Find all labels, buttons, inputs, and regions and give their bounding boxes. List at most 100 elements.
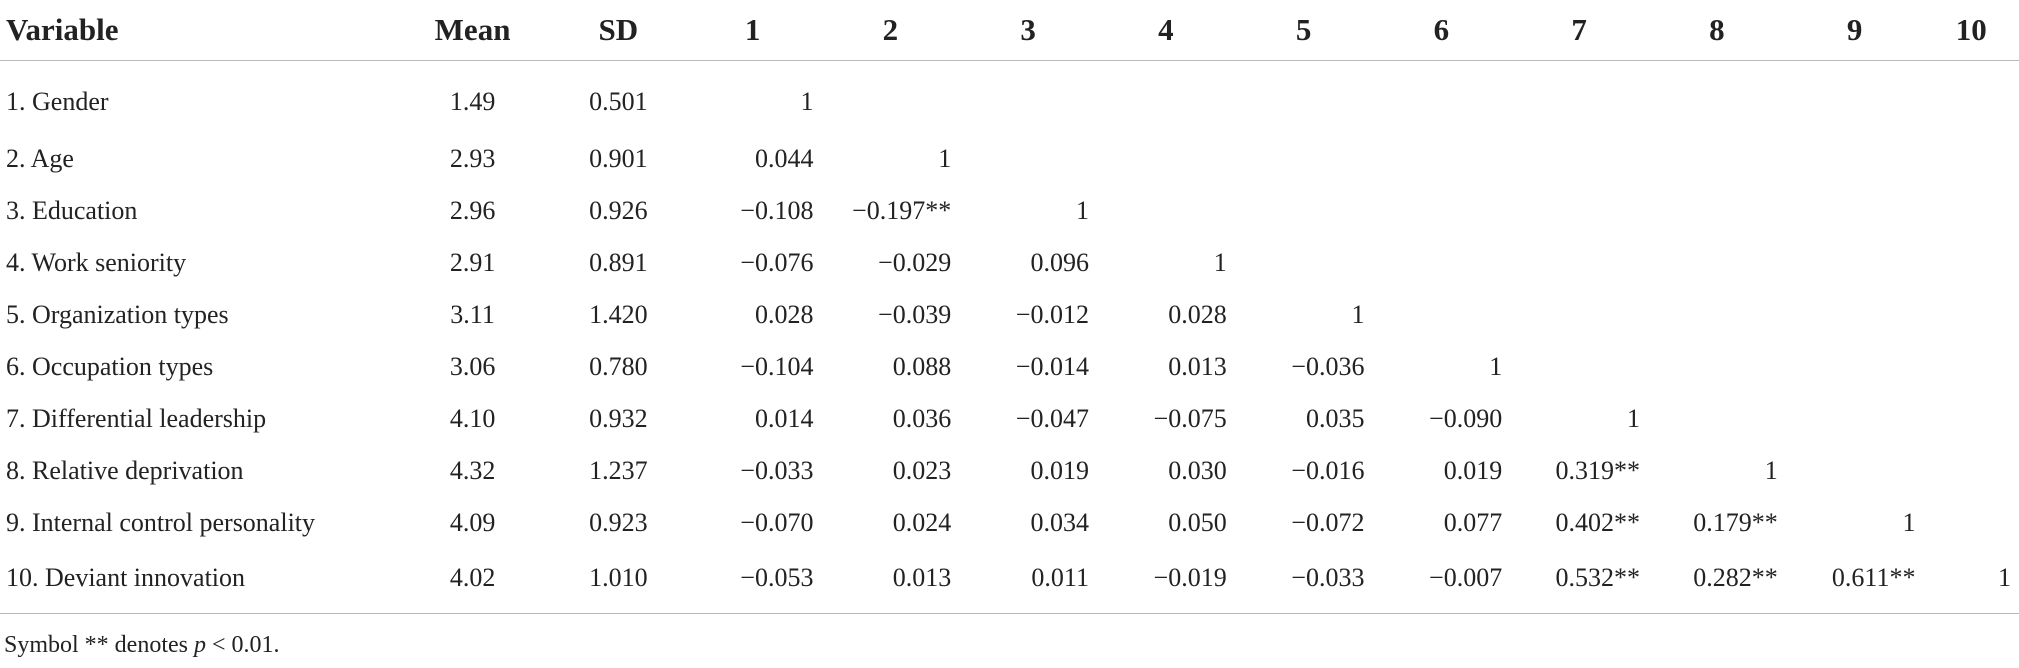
correlation-cell (1235, 185, 1373, 237)
correlation-cell (1786, 445, 1924, 497)
correlation-cell: 0.282** (1647, 549, 1786, 614)
table-footnote: Symbol ** denotes p < 0.01. (4, 632, 280, 659)
variable-name-cell: 10. Deviant innovation (0, 549, 393, 614)
correlation-cell: −0.039 (878, 300, 952, 329)
variable-name-cell: 8. Relative deprivation (6, 456, 244, 485)
correlation-cell: −0.053 (683, 549, 822, 614)
correlation-cell: −0.075 (1153, 404, 1227, 433)
mean-cell: 2.91 (449, 248, 496, 277)
correlation-cell (959, 133, 1097, 185)
correlation-cell (1510, 133, 1648, 185)
correlation-cell: 0.034 (1030, 508, 1089, 537)
sd-cell: 0.923 (589, 508, 648, 537)
correlation-cell: 0.088 (892, 352, 952, 381)
correlation-cell (1235, 237, 1373, 289)
correlation-cell (1923, 341, 2019, 393)
mean-cell: 1.49 (449, 87, 496, 116)
correlation-cell (1510, 341, 1648, 393)
column-header: 2 (821, 0, 960, 61)
variable-name-cell: 5. Organization types (6, 300, 229, 329)
sd-cell: 0.932 (589, 404, 648, 433)
correlation-cell: 0.035 (1305, 404, 1365, 433)
correlation-cell (1786, 341, 1924, 393)
correlation-cell: 1 (1351, 300, 1365, 329)
correlation-cell: 0.611** (1785, 549, 1924, 614)
mean-cell: 4.09 (449, 508, 496, 537)
column-header: 6 (1372, 0, 1511, 61)
correlation-cell: 0.028 (754, 300, 814, 329)
correlation-cell: 0.011 (959, 549, 1097, 614)
column-header: 9 (1785, 0, 1924, 61)
variable-name-cell: 2. Age (6, 144, 74, 173)
mean-cell: 2.93 (449, 144, 496, 173)
correlation-cell (1786, 133, 1924, 185)
correlation-cell: −0.016 (1291, 456, 1365, 485)
correlation-cell: 0.096 (1030, 248, 1089, 277)
correlation-cell (1097, 61, 1235, 134)
correlation-cell (1786, 393, 1924, 445)
correlation-cell: −0.033 (1234, 549, 1373, 614)
correlation-cell (1097, 133, 1235, 185)
sd-cell: 1.237 (589, 456, 648, 485)
footnote-p-symbol: p (194, 632, 206, 658)
correlation-cell (1510, 289, 1648, 341)
correlation-cell: 0.077 (1443, 508, 1503, 537)
correlation-cell (1372, 185, 1510, 237)
correlation-cell: −0.029 (878, 248, 952, 277)
table-row: 3. Education 2.96 0.926 −0.108 −0.197** 1 (0, 185, 2019, 237)
correlation-cell (1235, 61, 1373, 134)
mean-cell: 4.02 (392, 549, 553, 614)
variable-name-cell: 1. Gender (6, 87, 109, 116)
variable-name-cell: 3. Education (6, 196, 138, 225)
sd-cell: 0.501 (589, 87, 648, 116)
table-row: 5. Organization types 3.11 1.420 0.028 −0.03… (0, 289, 2019, 341)
correlation-cell: −0.019 (1096, 549, 1235, 614)
correlation-cell: 1 (800, 87, 814, 116)
correlation-cell: −0.090 (1429, 404, 1503, 433)
correlation-cell: 0.532** (1510, 549, 1648, 614)
footnote-suffix: < 0.01. (206, 632, 280, 658)
correlation-cell: −0.076 (740, 248, 814, 277)
sd-cell: 1.420 (589, 300, 648, 329)
sd-cell: 0.926 (589, 196, 648, 225)
correlation-cell (1648, 289, 1786, 341)
correlation-cell (1786, 237, 1924, 289)
correlation-cell (1235, 133, 1373, 185)
correlation-cell (1510, 61, 1648, 134)
sd-cell: 0.901 (589, 144, 648, 173)
correlation-cell (1923, 497, 2019, 549)
table-row: 9. Internal control personality 4.09 0.923… (0, 497, 2019, 549)
correlation-cell: 0.044 (754, 144, 814, 173)
mean-cell: 2.96 (449, 196, 496, 225)
table-header-row: Variable Mean SD 1 2 3 4 5 6 7 8 9 10 (0, 0, 2019, 61)
correlation-cell: −0.072 (1291, 508, 1365, 537)
correlation-cell: −0.012 (1015, 300, 1089, 329)
correlation-cell: 1 (1489, 352, 1503, 381)
table-row: 4. Work seniority 2.91 0.891 −0.076 −0.029 0.… (0, 237, 2019, 289)
correlation-cell: 0.030 (1168, 456, 1227, 485)
column-header: Mean (392, 0, 553, 61)
correlation-cell (1097, 185, 1235, 237)
correlation-cell: −0.007 (1372, 549, 1511, 614)
table-row: 1. Gender 1.49 0.501 1 (0, 61, 2019, 134)
variable-name-cell: 7. Differential leadership (6, 404, 267, 433)
table-row: 2. Age 2.93 0.901 0.044 1 (0, 133, 2019, 185)
correlation-cell (821, 61, 959, 134)
correlation-cell (1923, 289, 2019, 341)
footnote-prefix: Symbol ** denotes (4, 632, 194, 658)
correlation-cell: −0.033 (740, 456, 814, 485)
correlation-cell: −0.104 (740, 352, 814, 381)
table-row: 7. Differential leadership 4.10 0.932 0.014… (0, 393, 2019, 445)
mean-cell: 3.06 (449, 352, 496, 381)
column-header: 7 (1510, 0, 1648, 61)
correlation-cell (1648, 185, 1786, 237)
table-row: 10. Deviant innovation 4.02 1.010 −0.053 0.0… (0, 549, 2019, 614)
correlation-cell (1648, 341, 1786, 393)
correlation-cell (1923, 133, 2019, 185)
correlation-cell (1648, 61, 1786, 134)
sd-cell: 1.010 (553, 549, 684, 614)
correlation-cell: 1 (1923, 549, 2019, 614)
sd-cell: 0.891 (589, 248, 648, 277)
correlation-cell: 0.023 (892, 456, 952, 485)
correlation-cell (1923, 393, 2019, 445)
